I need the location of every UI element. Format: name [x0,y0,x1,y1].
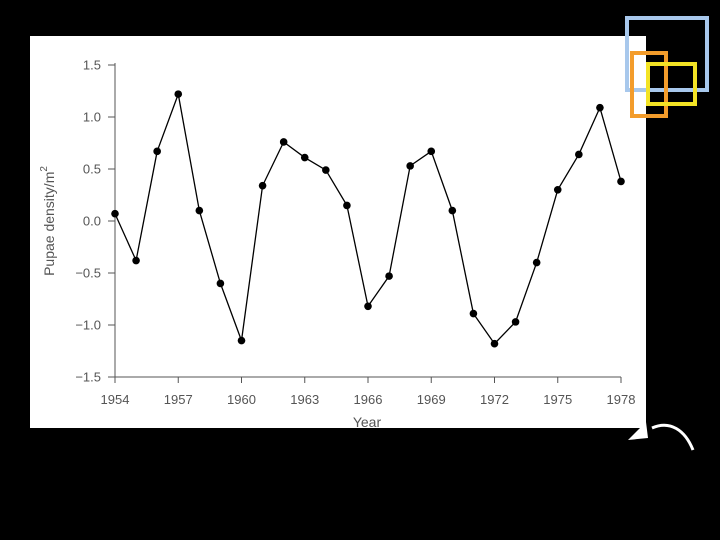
x-tick-label: 1960 [227,392,256,407]
y-tick-label: 0.5 [83,162,101,177]
x-tick-label: 1972 [480,392,509,407]
x-axis-title: Year [353,414,382,428]
data-point [322,166,330,174]
arrow-head-icon [628,422,648,440]
data-point [490,339,499,348]
data-point [237,336,246,345]
x-tick-label: 1954 [101,392,130,407]
data-point [532,258,541,267]
data-point [617,177,625,186]
chart-panel: 1.5 1.0 0.5 0.0 −0.5 −1.0 −1.5 1954 1957 1960 196… [30,36,646,428]
data-point [343,201,351,210]
data-point [111,209,119,218]
x-tick-label: 1963 [290,392,319,407]
yellow-square-decoration [646,62,697,106]
data-point [448,206,457,215]
data-point [385,272,393,280]
x-ticks: 1954 1957 1960 1963 1966 1969 1972 1975 1978 [101,377,636,407]
data-point [216,279,225,288]
y-tick-label: −1.0 [75,318,101,333]
data-points [111,90,625,348]
orange-square-decoration [630,51,668,118]
y-tick-label: −1.5 [75,370,101,385]
curved-arrow-icon [651,423,695,451]
data-point [153,147,161,156]
data-point [511,318,520,326]
data-point [364,302,372,311]
data-point [427,147,436,156]
x-tick-label: 1978 [607,392,636,407]
data-point [406,162,414,170]
data-point [469,309,478,318]
x-tick-label: 1957 [164,392,193,407]
y-tick-label: 1.5 [83,58,101,73]
y-ticks: 1.5 1.0 0.5 0.0 −0.5 −1.0 −1.5 [75,58,115,385]
data-point [174,90,183,98]
x-tick-label: 1966 [354,392,383,407]
x-tick-label: 1975 [543,392,572,407]
x-tick-label: 1969 [417,392,446,407]
y-tick-label: 0.0 [83,214,101,229]
y-tick-label: 1.0 [83,110,101,125]
data-point [132,256,140,265]
data-point [553,186,562,194]
y-tick-label: −0.5 [75,266,101,281]
pupae-density-line-chart: 1.5 1.0 0.5 0.0 −0.5 −1.0 −1.5 1954 1957 1960 196… [39,58,636,429]
data-point [300,153,309,162]
y-axis-title: Pupae density/m2 [39,166,57,276]
data-point [575,150,583,159]
data-point [258,181,267,190]
data-point [596,103,604,112]
data-point [195,206,204,215]
data-point [279,138,288,146]
